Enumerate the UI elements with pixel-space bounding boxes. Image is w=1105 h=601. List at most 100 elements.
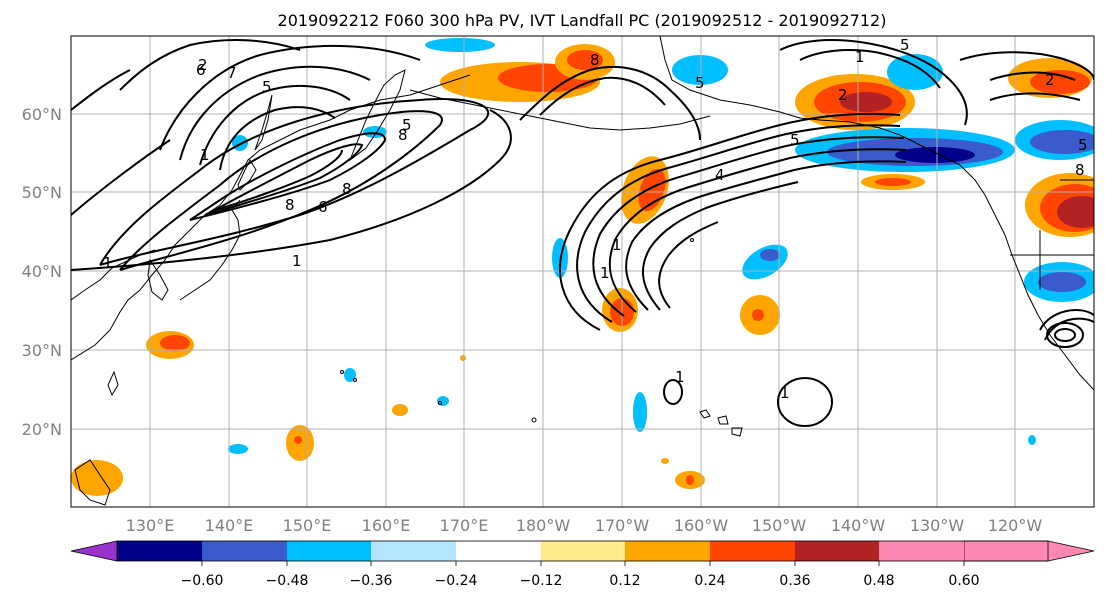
colorbar-tick: 0.24 <box>694 573 725 589</box>
contour-label: 4 <box>715 166 725 184</box>
map-frame <box>70 35 1095 508</box>
contour-label: 7 <box>227 64 237 82</box>
colorbar-tick: −0.36 <box>350 573 393 589</box>
colorbar-ticks: −0.60 −0.48 −0.36 −0.24 −0.12 0.12 0.24 … <box>181 573 980 589</box>
contour-label: 5 <box>790 131 800 149</box>
contour-label: 8 <box>342 180 352 198</box>
contour-label: 5 <box>1078 136 1088 154</box>
shade-negative <box>1038 272 1086 292</box>
contour-label: 6 <box>196 61 206 79</box>
colorbar-segment <box>371 541 456 561</box>
contour-label: 2 <box>838 86 848 104</box>
shade-positive <box>840 92 892 112</box>
colorbar-tick: −0.60 <box>181 573 224 589</box>
shade-positive <box>71 460 123 496</box>
figure-title: 2019092212 F060 300 hPa PV, IVT Landfall… <box>278 11 887 30</box>
lon-label: 160°E <box>362 516 411 535</box>
contour-label: 5 <box>695 74 705 92</box>
lon-label: 130°W <box>910 516 965 535</box>
lon-label: 140°E <box>205 516 254 535</box>
shade-positive <box>686 475 694 485</box>
lon-label: 160°W <box>674 516 729 535</box>
lat-label: 50°N <box>22 183 62 202</box>
contour-label: 1 <box>675 368 685 386</box>
shade-positive <box>1030 70 1090 94</box>
contour-label: 8 <box>590 51 600 69</box>
lat-label: 40°N <box>22 262 62 281</box>
contour-label: 5 <box>402 116 412 134</box>
map-area: 2 6 7 5 8 6 8 8 5 1 1 1 1 1 5 5 2 2 8 4 <box>70 35 1095 508</box>
colorbar-tick: 0.60 <box>948 573 979 589</box>
shade-negative <box>425 38 495 52</box>
contour-label: 1 <box>103 254 113 272</box>
shade-negative <box>633 392 647 432</box>
lon-label: 120°W <box>988 516 1043 535</box>
shade-positive <box>294 436 302 444</box>
shade-negative <box>760 249 780 261</box>
shade-positive <box>460 355 466 361</box>
lat-label: 20°N <box>22 420 62 439</box>
contour-label: 2 <box>198 56 208 74</box>
colorbar-tick: 0.36 <box>779 573 810 589</box>
contour-label: 5 <box>900 36 910 54</box>
colorbar-segment <box>202 541 287 561</box>
shade-positive <box>661 458 669 464</box>
lat-label: 60°N <box>22 105 62 124</box>
colorbar-tick: 0.12 <box>609 573 640 589</box>
colorbar-tick: −0.12 <box>520 573 563 589</box>
contour-labels: 2 6 7 5 8 6 8 8 5 1 1 1 1 1 5 5 2 2 8 4 <box>103 36 1088 402</box>
colorbar-tick: −0.48 <box>266 573 309 589</box>
colorbar-segment <box>710 541 795 561</box>
shade-positive <box>392 404 408 416</box>
contour-label: 1 <box>780 384 790 402</box>
lon-label: 170°W <box>595 516 650 535</box>
lon-label: 140°W <box>831 516 886 535</box>
lon-labels: 130°E 140°E 150°E 160°E 170°E 180°W 170°… <box>126 516 1043 535</box>
contour-label: 8 <box>285 196 295 214</box>
shade-negative <box>228 444 248 454</box>
lon-label: 180°W <box>516 516 571 535</box>
shade-positive <box>875 178 911 186</box>
colorbar-segment <box>456 541 541 561</box>
contour-label: 1 <box>855 48 865 66</box>
colorbar-segment <box>625 541 710 561</box>
colorbar-segment <box>541 541 625 561</box>
lon-label: 130°E <box>126 516 175 535</box>
contour-label: 2 <box>1045 71 1055 89</box>
shade-negative <box>887 54 943 90</box>
colorbar-tick: −0.24 <box>435 573 478 589</box>
shade-negative <box>672 55 728 85</box>
lon-label: 150°E <box>283 516 332 535</box>
colorbar-under-arrow <box>70 540 118 562</box>
contour-label: 8 <box>1075 161 1085 179</box>
contour-label: 8 <box>398 126 408 144</box>
colorbar-segment <box>287 541 371 561</box>
shade-negative <box>1028 435 1036 445</box>
shade-positive <box>638 168 666 212</box>
pv-contours <box>71 39 1094 427</box>
shade-positive <box>160 335 190 351</box>
shade-positive <box>567 50 603 70</box>
colorbar-over-arrow <box>963 540 1095 562</box>
lat-label: 30°N <box>22 341 62 360</box>
lon-label: 150°W <box>752 516 807 535</box>
contour-label: 1 <box>292 252 302 270</box>
shade-negative <box>344 368 356 382</box>
colorbar-segment <box>795 541 879 561</box>
colorbar: −0.60 −0.48 −0.36 −0.24 −0.12 0.12 0.24 … <box>70 540 1095 589</box>
shade-positive <box>752 309 764 321</box>
shade-negative <box>1030 130 1094 154</box>
colorbar-segment <box>879 541 964 561</box>
lon-label: 170°E <box>440 516 489 535</box>
contour-label: 1 <box>600 264 610 282</box>
contour-label: 1 <box>612 236 622 254</box>
lat-labels: 60°N 50°N 40°N 30°N 20°N <box>22 105 62 439</box>
contour-label: 6 <box>318 198 328 216</box>
contour-label: 5 <box>262 78 272 96</box>
colorbar-segment <box>117 541 202 561</box>
colorbar-tick: 0.48 <box>863 573 894 589</box>
contour-label: 1 <box>200 146 210 164</box>
shade-negative <box>895 147 975 163</box>
shade-positive <box>1057 196 1094 228</box>
